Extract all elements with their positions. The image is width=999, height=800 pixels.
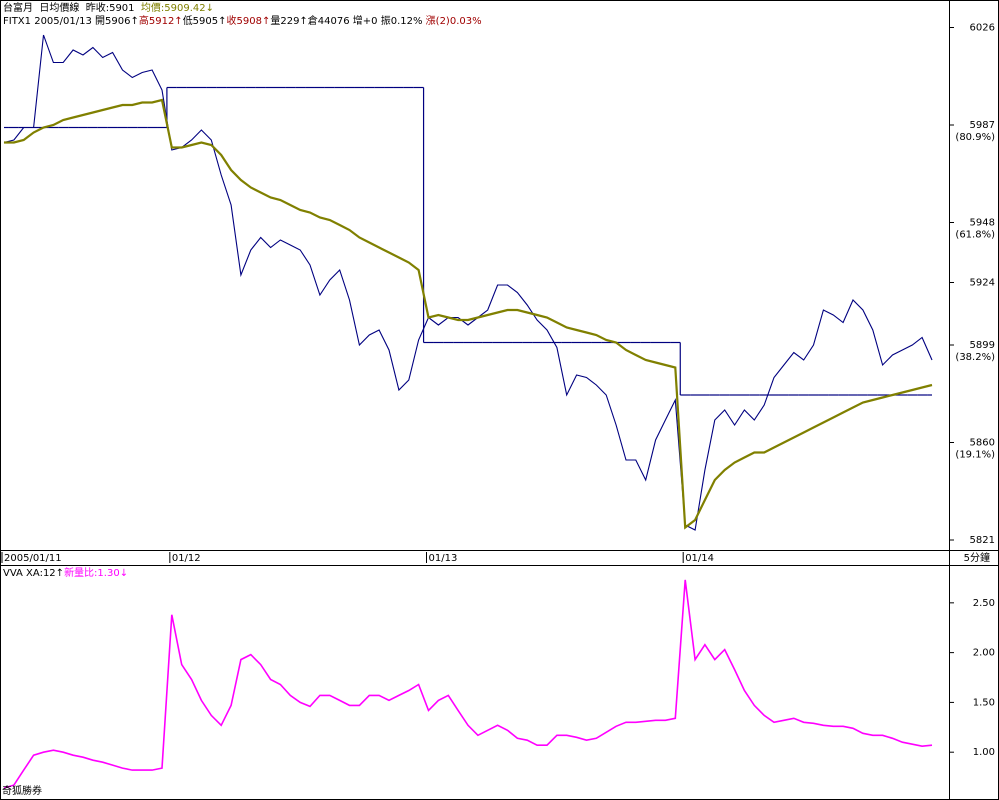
y-tick-label: 2.00	[973, 648, 995, 659]
header-line: FITX1 2005/01/13 開5906↑高5912↑低5905↑收5908…	[3, 14, 482, 27]
y-tick-label: 5948	[970, 218, 995, 229]
level-label: (80.9%)	[955, 132, 995, 143]
series-line	[3, 34, 933, 531]
x-tick-label: 2005/01/11	[4, 553, 62, 564]
header-text: 台富月 日均價線 昨收:5901	[3, 1, 141, 14]
header-text: FITX1 2005/01/13 開5906↑	[3, 15, 139, 27]
header-text: 低5905↑	[183, 14, 227, 27]
x-tick-label: 01/12	[172, 553, 201, 564]
y-tick-label: 5924	[970, 278, 995, 289]
y-tick-label: 5899	[970, 340, 995, 351]
y-tick-label: 5860	[970, 438, 995, 449]
y-tick-label: 6026	[970, 23, 995, 34]
series-line	[4, 98, 933, 530]
header-text: 新量比:1.30↓	[64, 566, 128, 579]
y-tick-label: 1.00	[973, 747, 995, 758]
x-tick-label: 01/13	[429, 553, 458, 564]
header-line: 台富月 日均價線 昨收:5901 均價:5909.42↓	[3, 1, 214, 14]
header-text: VVA XA:12↑	[3, 568, 64, 579]
y-tick-label: 5987	[970, 120, 995, 131]
header-text: 量229↑倉44076 增+0 振0.12%	[270, 14, 425, 27]
header-text: 收5908↑	[227, 14, 271, 27]
interval-label: 5分鐘	[964, 551, 990, 564]
header-text: 均價:5909.42↓	[141, 1, 214, 14]
level-label: (61.8%)	[955, 230, 995, 241]
level-label: (19.1%)	[955, 450, 995, 461]
header-text: 漲(2)0.03%	[426, 15, 482, 27]
level-label: (38.2%)	[955, 352, 995, 363]
brand: 奇狐勝券	[2, 784, 42, 797]
x-tick-label: 01/14	[685, 553, 714, 564]
series-line	[3, 579, 933, 789]
y-tick-label: 5821	[970, 535, 995, 546]
y-tick-label: 2.50	[973, 598, 995, 609]
header-text: 高5912↑	[139, 14, 183, 27]
y-tick-label: 1.50	[973, 697, 995, 708]
header-line: VVA XA:12↑新量比:1.30↓	[3, 566, 128, 579]
